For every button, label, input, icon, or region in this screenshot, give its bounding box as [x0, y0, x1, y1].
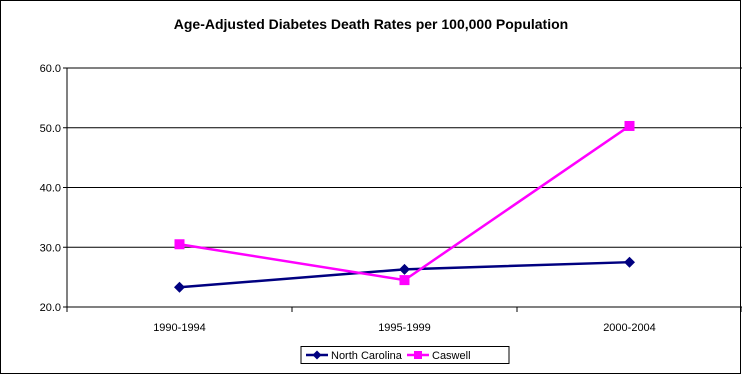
series-1-point-1: [399, 275, 410, 286]
x-tick-label-2: 2000-2004: [603, 322, 656, 334]
x-tick-label-0: 1990-1994: [153, 322, 206, 334]
legend-label-0: North Carolina: [331, 350, 403, 362]
series-0-point-1: [399, 263, 410, 275]
legend-marker-1: [414, 351, 422, 359]
y-tick-label-0: 20.0: [40, 302, 61, 314]
y-tick-label-3: 50.0: [40, 123, 61, 135]
y-tick-label-1: 30.0: [40, 242, 61, 254]
series-line-1: [179, 124, 631, 282]
y-tick-label-2: 40.0: [40, 183, 61, 195]
series-1-point-0: [174, 239, 185, 250]
legend-box: [300, 346, 510, 364]
y-tick-label-4: 60.0: [40, 63, 61, 75]
series-0-point-2: [624, 256, 635, 268]
x-tick-label-1: 1995-1999: [378, 322, 431, 334]
series-0-point-0: [174, 281, 185, 293]
legend-label-1: Caswell: [432, 350, 471, 362]
chart-title: Age-Adjusted Diabetes Death Rates per 10…: [173, 16, 569, 32]
series-1-point-2: [624, 120, 635, 131]
legend-marker-0: [312, 350, 322, 360]
